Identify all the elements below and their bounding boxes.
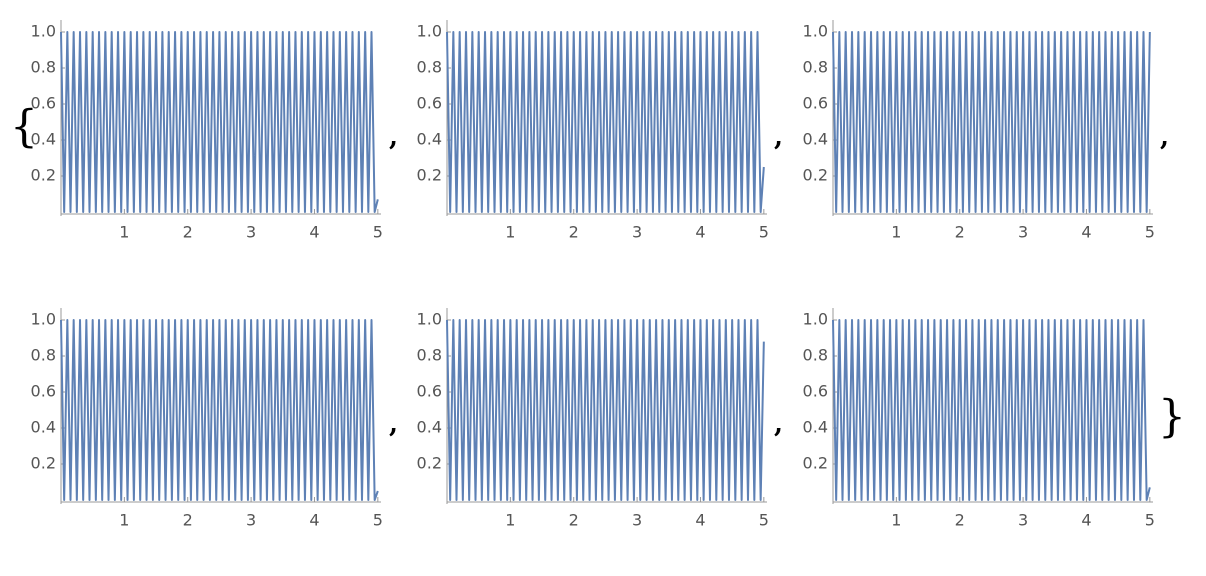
plot-line (832, 319, 1151, 501)
x-tick-label: 5 (759, 511, 769, 530)
close-brace: } (1158, 392, 1186, 443)
y-tick-label: 0.4 (803, 418, 828, 437)
plot: 1 2 3 4 5 0.2 0.4 0.6 0.8 1.0 (417, 20, 769, 242)
y-tick-label: 0.2 (803, 454, 828, 473)
x-tick-label: 2 (569, 223, 579, 242)
x-tick-label: 1 (119, 223, 129, 242)
separator: , (389, 409, 398, 439)
y-tick-label: 0.2 (31, 166, 56, 185)
x-tick-label: 5 (1145, 511, 1155, 530)
x-tick-label: 3 (632, 511, 642, 530)
x-tick-label: 1 (891, 511, 901, 530)
y-tick-label: 0.8 (417, 346, 442, 365)
plot: 1 2 3 4 5 0.2 0.4 0.6 0.8 1.0 (803, 20, 1155, 242)
y-tick-label: 0.8 (31, 346, 56, 365)
y-tick-label: 0.6 (803, 94, 828, 113)
x-tick-label: 2 (183, 223, 193, 242)
y-tick-label: 0.6 (417, 382, 442, 401)
y-tick-label: 0.6 (417, 94, 442, 113)
y-tick-label: 1.0 (417, 22, 442, 41)
x-tick-label: 5 (373, 511, 383, 530)
y-tick-label: 0.2 (417, 166, 442, 185)
y-tick-label: 0.8 (31, 58, 56, 77)
separator: , (389, 122, 398, 152)
y-tick-label: 0.4 (31, 418, 56, 437)
x-tick-label: 2 (955, 223, 965, 242)
y-tick-label: 0.6 (31, 94, 56, 113)
x-tick-label: 3 (246, 511, 256, 530)
x-tick-label: 3 (1018, 511, 1028, 530)
y-tick-label: 0.8 (417, 58, 442, 77)
x-tick-label: 4 (695, 511, 705, 530)
y-tick-label: 0.4 (803, 130, 828, 149)
y-tick-label: 0.6 (31, 382, 56, 401)
x-tick-label: 4 (695, 223, 705, 242)
y-tick-label: 1.0 (803, 22, 828, 41)
plot: 1 2 3 4 5 0.2 0.4 0.6 0.8 1.0 (417, 308, 769, 530)
plot-line (446, 31, 765, 213)
x-tick-label: 1 (119, 511, 129, 530)
x-tick-label: 2 (955, 511, 965, 530)
x-tick-label: 5 (759, 223, 769, 242)
y-tick-label: 0.2 (417, 454, 442, 473)
y-tick-label: 1.0 (417, 310, 442, 329)
x-tick-label: 4 (1081, 223, 1091, 242)
x-tick-label: 4 (309, 511, 319, 530)
y-tick-label: 0.8 (803, 346, 828, 365)
y-tick-label: 1.0 (31, 310, 56, 329)
x-tick-label: 2 (183, 511, 193, 530)
separator: , (1160, 122, 1169, 152)
y-tick-label: 0.4 (31, 130, 56, 149)
plot: 1 2 3 4 5 0.2 0.4 0.6 0.8 1.0 (31, 20, 383, 242)
separator: , (774, 409, 783, 439)
plot-line (446, 319, 765, 501)
plot-line (60, 31, 379, 213)
x-tick-label: 3 (1018, 223, 1028, 242)
x-tick-label: 3 (632, 223, 642, 242)
plot-line (60, 319, 379, 501)
plot: 1 2 3 4 5 0.2 0.4 0.6 0.8 1.0 (803, 308, 1155, 530)
x-tick-label: 5 (1145, 223, 1155, 242)
x-tick-label: 1 (891, 223, 901, 242)
open-brace: { (10, 102, 38, 153)
plot-line (832, 31, 1151, 213)
y-tick-label: 0.4 (417, 130, 442, 149)
y-tick-label: 0.2 (803, 166, 828, 185)
plot: 1 2 3 4 5 0.2 0.4 0.6 0.8 1.0 (31, 308, 383, 530)
x-tick-label: 4 (309, 223, 319, 242)
x-tick-label: 1 (505, 223, 515, 242)
x-tick-label: 4 (1081, 511, 1091, 530)
x-tick-label: 1 (505, 511, 515, 530)
separator: , (774, 122, 783, 152)
y-tick-label: 0.8 (803, 58, 828, 77)
x-tick-label: 5 (373, 223, 383, 242)
y-tick-label: 0.6 (803, 382, 828, 401)
y-tick-label: 0.4 (417, 418, 442, 437)
x-tick-label: 3 (246, 223, 256, 242)
x-tick-label: 2 (569, 511, 579, 530)
y-tick-label: 0.2 (31, 454, 56, 473)
y-tick-label: 1.0 (803, 310, 828, 329)
y-tick-label: 1.0 (31, 22, 56, 41)
